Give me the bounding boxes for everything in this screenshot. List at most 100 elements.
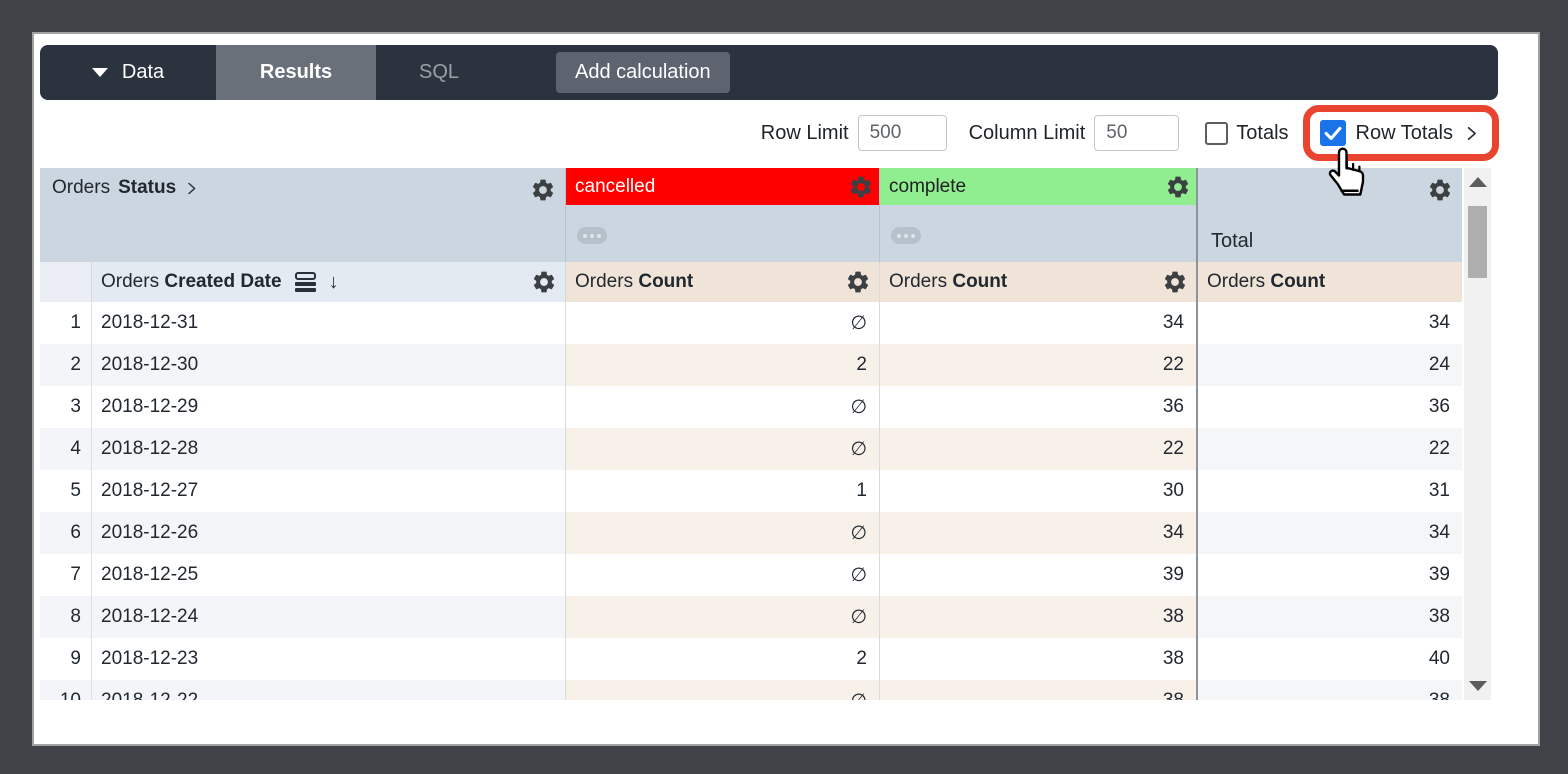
- row-index-cell: 2: [40, 344, 92, 386]
- row-index-cell: 1: [40, 302, 92, 344]
- tab-results-label: Results: [259, 61, 333, 83]
- fill-fields-icon: [294, 272, 316, 292]
- vertical-scrollbar[interactable]: [1464, 168, 1491, 700]
- row-index-cell: 5: [40, 470, 92, 512]
- complete-count-cell[interactable]: 38: [880, 596, 1198, 638]
- results-table: Orders Status cancelled complete: [40, 168, 1462, 700]
- row-index-cell: 6: [40, 512, 92, 554]
- totals-label[interactable]: Totals: [1236, 121, 1289, 144]
- chevron-right-icon: [1463, 125, 1480, 142]
- cancelled-chip[interactable]: cancelled: [566, 168, 879, 205]
- row-index-cell: 10: [40, 680, 92, 700]
- scrollbar-thumb[interactable]: [1468, 206, 1487, 278]
- table-row: 8 2018-12-24 ∅ 38 38: [40, 596, 1462, 638]
- dropdown-caret-icon: [91, 68, 108, 77]
- cancelled-count-cell[interactable]: ∅: [566, 596, 880, 638]
- cancelled-count-cell[interactable]: 2: [566, 638, 880, 680]
- created-date-header[interactable]: Orders Created Date ↓: [92, 262, 566, 302]
- cancelled-count-header[interactable]: Orders Count: [566, 262, 880, 302]
- complete-count-cell[interactable]: 36: [880, 386, 1198, 428]
- tab-sql[interactable]: SQL: [376, 45, 502, 100]
- checkmark-icon: [1322, 122, 1344, 144]
- tab-sql-label: SQL: [418, 61, 460, 83]
- gear-icon[interactable]: [1165, 174, 1191, 200]
- tab-results[interactable]: Results: [216, 45, 376, 100]
- complete-chip[interactable]: complete: [880, 168, 1196, 205]
- date-cell[interactable]: 2018-12-29: [92, 386, 566, 428]
- gear-icon[interactable]: [848, 174, 874, 200]
- gear-icon[interactable]: [1427, 177, 1453, 203]
- date-cell[interactable]: 2018-12-30: [92, 344, 566, 386]
- cancelled-count-cell[interactable]: ∅: [566, 512, 880, 554]
- total-count-cell[interactable]: 38: [1198, 596, 1462, 638]
- total-count-cell[interactable]: 24: [1198, 344, 1462, 386]
- total-count-cell[interactable]: 38: [1198, 680, 1462, 700]
- date-cell[interactable]: 2018-12-23: [92, 638, 566, 680]
- complete-count-cell[interactable]: 39: [880, 554, 1198, 596]
- table-row: 2 2018-12-30 2 22 24: [40, 344, 1462, 386]
- table-row: 9 2018-12-23 2 38 40: [40, 638, 1462, 680]
- pivot-value-cancelled: cancelled: [566, 168, 880, 262]
- cancelled-count-cell[interactable]: ∅: [566, 428, 880, 470]
- cancelled-count-cell[interactable]: ∅: [566, 680, 880, 700]
- row-field-label: Created Date: [164, 271, 282, 292]
- cancelled-count-cell[interactable]: ∅: [566, 554, 880, 596]
- table-row: 5 2018-12-27 1 30 31: [40, 470, 1462, 512]
- date-cell[interactable]: 2018-12-25: [92, 554, 566, 596]
- complete-count-cell[interactable]: 38: [880, 638, 1198, 680]
- gear-icon[interactable]: [531, 269, 557, 295]
- table-body: 1 2018-12-31 ∅ 34 34 2 2018-12-30 2 22 24 3 2018-12…: [40, 302, 1462, 700]
- date-cell[interactable]: 2018-12-24: [92, 596, 566, 638]
- ellipsis-menu[interactable]: [891, 227, 921, 244]
- gear-icon[interactable]: [530, 177, 556, 203]
- hand-cursor-icon: [1324, 145, 1372, 199]
- complete-count-cell[interactable]: 34: [880, 512, 1198, 554]
- row-limit-input[interactable]: [857, 115, 947, 151]
- total-count-cell[interactable]: 31: [1428, 480, 1450, 501]
- measure-header-row: Orders Created Date ↓ Orders Count Order…: [40, 262, 1462, 302]
- total-count-cell[interactable]: 22: [1198, 428, 1462, 470]
- date-cell[interactable]: 2018-12-28: [92, 428, 566, 470]
- total-count-cell[interactable]: 34: [1198, 512, 1462, 554]
- add-calculation-button[interactable]: Add calculation: [556, 52, 730, 93]
- scroll-down-icon[interactable]: [1469, 681, 1487, 691]
- totals-checkbox[interactable]: [1205, 121, 1229, 145]
- total-count-cell[interactable]: 39: [1428, 564, 1450, 585]
- gear-icon[interactable]: [845, 269, 871, 295]
- row-totals-checkbox[interactable]: [1319, 120, 1346, 146]
- pivot-header-band: Orders Status cancelled complete: [40, 168, 1462, 262]
- cancelled-count-cell[interactable]: ∅: [566, 302, 880, 344]
- total-count-cell[interactable]: 34: [1428, 312, 1450, 333]
- pivot-field-label: Status: [118, 177, 177, 198]
- complete-count-cell[interactable]: 22: [880, 428, 1198, 470]
- complete-count-cell[interactable]: 30: [880, 470, 1198, 512]
- row-totals-label[interactable]: Row Totals: [1355, 121, 1453, 144]
- pivot-field-header[interactable]: Orders Status: [40, 168, 566, 262]
- date-cell[interactable]: 2018-12-26: [92, 512, 566, 554]
- pivot-value-complete: complete: [880, 168, 1198, 262]
- ellipsis-menu[interactable]: [577, 227, 607, 244]
- table-row: 6 2018-12-26 ∅ 34 34: [40, 512, 1462, 554]
- table-row: 1 2018-12-31 ∅ 34 34: [40, 302, 1462, 344]
- cancelled-count-cell[interactable]: 1: [566, 470, 880, 512]
- total-count-cell[interactable]: 36: [1428, 396, 1450, 417]
- total-count-cell[interactable]: 40: [1428, 648, 1450, 669]
- cancelled-count-cell[interactable]: ∅: [566, 386, 880, 428]
- tab-data[interactable]: Data: [40, 45, 216, 100]
- table-row: 3 2018-12-29 ∅ 36 36: [40, 386, 1462, 428]
- cancelled-count-cell[interactable]: 2: [566, 344, 880, 386]
- gear-icon[interactable]: [1162, 269, 1188, 295]
- date-cell[interactable]: 2018-12-22: [92, 680, 566, 700]
- complete-count-cell[interactable]: 38: [880, 680, 1198, 700]
- scroll-up-icon[interactable]: [1469, 177, 1487, 187]
- complete-count-cell[interactable]: 34: [880, 302, 1198, 344]
- tab-data-label: Data: [121, 61, 165, 83]
- complete-count-header[interactable]: Orders Count: [880, 262, 1198, 302]
- complete-count-cell[interactable]: 22: [880, 344, 1198, 386]
- column-limit-input[interactable]: [1094, 115, 1180, 151]
- row-index-cell: 9: [40, 638, 92, 680]
- date-cell[interactable]: 2018-12-31: [92, 302, 566, 344]
- total-count-header[interactable]: Orders Count: [1198, 262, 1462, 302]
- date-cell[interactable]: 2018-12-27: [92, 470, 566, 512]
